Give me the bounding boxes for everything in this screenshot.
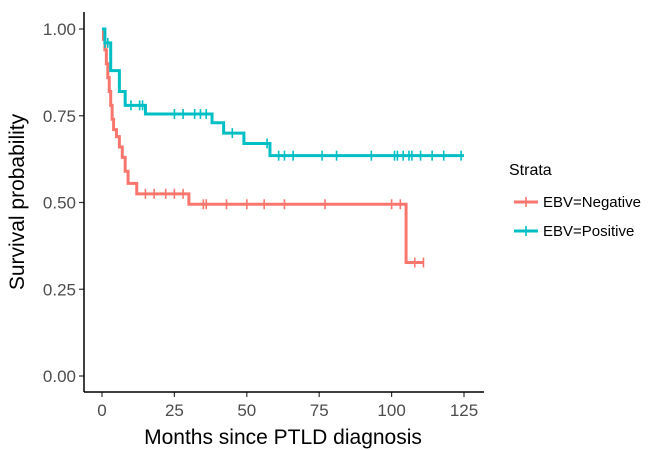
y-tick-label: 0.75	[43, 107, 76, 126]
x-axis-ticks: 0 25 50 75 100 125	[97, 392, 478, 420]
x-tick-label: 25	[165, 401, 184, 420]
y-axis-title: Survival probability	[6, 113, 29, 290]
legend-label: EBV=Positive	[543, 223, 634, 240]
y-tick-label: 0.50	[43, 194, 76, 213]
legend-items: EBV=Negative EBV=Positive	[514, 194, 641, 240]
survival-curve	[102, 27, 464, 158]
x-axis-title: Months since PTLD diagnosis	[144, 426, 422, 449]
legend-item: EBV=Negative	[514, 194, 641, 211]
y-tick-label: 0.00	[43, 367, 76, 386]
series-ebv-negative	[101, 27, 425, 268]
plot-area	[101, 27, 464, 268]
legend-title: Strata	[509, 162, 552, 179]
series-ebv-positive	[102, 27, 464, 161]
x-tick-label: 75	[310, 401, 329, 420]
survival-curve	[101, 27, 424, 265]
y-axis-ticks: 0.00 0.25 0.50 0.75 1.00	[43, 20, 84, 386]
x-tick-label: 50	[237, 401, 256, 420]
y-tick-label: 1.00	[43, 20, 76, 39]
x-tick-label: 0	[97, 401, 106, 420]
legend: Strata EBV=Negative EBV=Positive	[509, 162, 641, 240]
x-tick-label: 125	[450, 401, 478, 420]
legend-item: EBV=Positive	[514, 223, 634, 240]
y-tick-label: 0.25	[43, 280, 76, 299]
x-tick-label: 100	[377, 401, 405, 420]
legend-label: EBV=Negative	[543, 194, 641, 211]
